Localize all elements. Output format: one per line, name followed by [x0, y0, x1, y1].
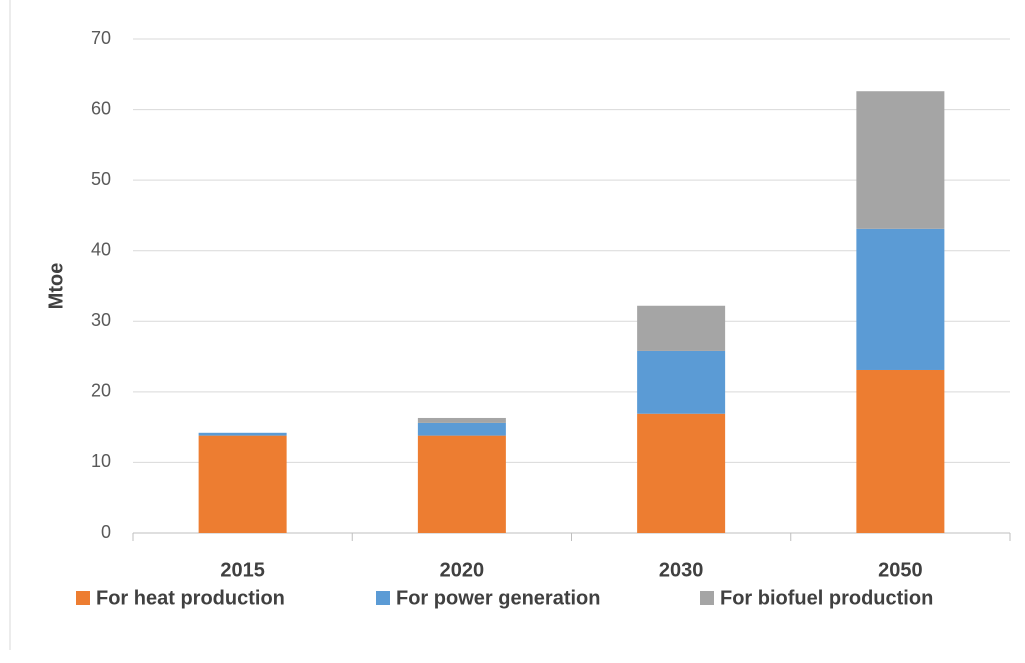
y-tick-label: 70 [91, 28, 111, 48]
bar-segment [637, 413, 726, 533]
y-tick-label: 50 [91, 169, 111, 189]
y-axis-label: Mtoe [45, 263, 67, 310]
legend-label: For power generation [396, 587, 600, 609]
bar-segment [856, 228, 945, 370]
bar-segment [637, 305, 726, 351]
legend-swatch [376, 591, 390, 605]
legend-label: For heat production [96, 587, 285, 609]
legend-label: For biofuel production [720, 587, 933, 609]
y-tick-label: 10 [91, 451, 111, 471]
legend-swatch [700, 591, 714, 605]
bar-segment [198, 432, 287, 436]
legend-swatch [76, 591, 90, 605]
bar-segment [417, 422, 506, 436]
x-tick-label: 2030 [659, 559, 704, 581]
x-tick-label: 2050 [878, 559, 923, 581]
x-tick-label: 2020 [440, 559, 485, 581]
y-tick-label: 60 [91, 98, 111, 118]
bar-segment [856, 369, 945, 533]
bar-segment [417, 435, 506, 533]
bar-segment [637, 350, 726, 414]
bar-segment [856, 91, 945, 229]
y-tick-label: 30 [91, 310, 111, 330]
y-tick-label: 40 [91, 239, 111, 259]
x-tick-label: 2015 [220, 559, 265, 581]
y-tick-label: 20 [91, 381, 111, 401]
bar-segment [198, 435, 287, 533]
bar-segment [417, 417, 506, 423]
y-tick-label: 0 [101, 522, 111, 542]
